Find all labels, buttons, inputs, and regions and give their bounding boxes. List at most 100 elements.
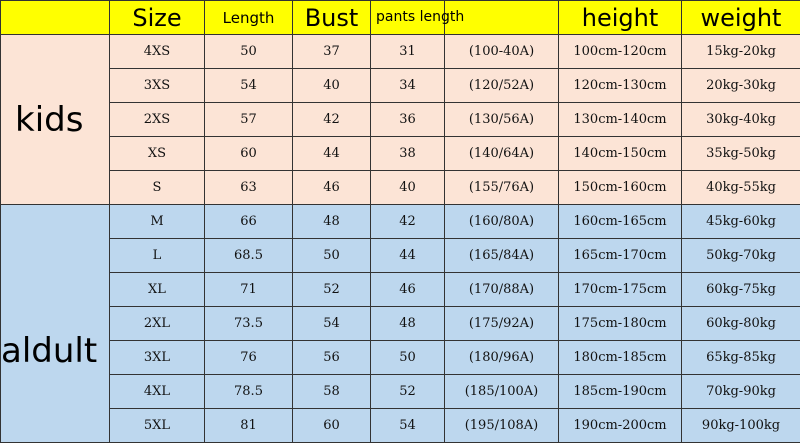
- cell-weight: 50kg-70kg: [681, 238, 800, 273]
- header-bust: Bust: [292, 0, 371, 35]
- cell-weight: 60kg-80kg: [681, 306, 800, 341]
- cell-code: (185/100A): [444, 374, 559, 409]
- table-row: L 68.5 50 44 (165/84A) 165cm-170cm 50kg-70kg: [1, 238, 800, 273]
- cell-pants: 38: [370, 136, 445, 171]
- cell-bust: 60: [292, 408, 371, 443]
- cell-length: 73.5: [204, 306, 293, 341]
- cell-pants: 34: [370, 68, 445, 103]
- cell-bust: 58: [292, 374, 371, 409]
- cell-size: 4XS: [109, 34, 205, 69]
- table-row: 5XL 81 60 54 (195/108A) 190cm-200cm 90kg-100kg: [1, 408, 800, 443]
- cell-pants: 46: [370, 272, 445, 307]
- cell-pants: 48: [370, 306, 445, 341]
- cell-length: 50: [204, 34, 293, 69]
- cell-length: 81: [204, 408, 293, 443]
- cell-code: (175/92A): [444, 306, 559, 341]
- cell-bust: 44: [292, 136, 371, 171]
- cell-size: XS: [109, 136, 205, 171]
- cell-length: 76: [204, 340, 293, 375]
- cell-code: (165/84A): [444, 238, 559, 273]
- cell-height: 120cm-130cm: [558, 68, 682, 103]
- cell-length: 54: [204, 68, 293, 103]
- cell-weight: 35kg-50kg: [681, 136, 800, 171]
- cell-pants: 31: [370, 34, 445, 69]
- cell-height: 190cm-200cm: [558, 408, 682, 443]
- cell-bust: 56: [292, 340, 371, 375]
- cell-height: 140cm-150cm: [558, 136, 682, 171]
- cell-code: (130/56A): [444, 102, 559, 137]
- cell-size: S: [109, 170, 205, 205]
- cell-length: 68.5: [204, 238, 293, 273]
- cell-bust: 48: [292, 204, 371, 239]
- cell-code: (170/88A): [444, 272, 559, 307]
- cell-length: 63: [204, 170, 293, 205]
- table-row: 3XL 76 56 50 (180/96A) 180cm-185cm 65kg-85kg: [1, 340, 800, 375]
- cell-weight: 70kg-90kg: [681, 374, 800, 409]
- header-length: Length: [204, 0, 293, 35]
- cell-weight: 65kg-85kg: [681, 340, 800, 375]
- cell-pants: 52: [370, 374, 445, 409]
- cell-size: 4XL: [109, 374, 205, 409]
- table-row: 2XL 73.5 54 48 (175/92A) 175cm-180cm 60kg-80kg: [1, 306, 800, 341]
- cell-code: (180/96A): [444, 340, 559, 375]
- cell-size: 5XL: [109, 408, 205, 443]
- cell-height: 185cm-190cm: [558, 374, 682, 409]
- cell-code: (155/76A): [444, 170, 559, 205]
- cell-code: (160/80A): [444, 204, 559, 239]
- cell-weight: 60kg-75kg: [681, 272, 800, 307]
- cell-weight: 45kg-60kg: [681, 204, 800, 239]
- cell-length: 71: [204, 272, 293, 307]
- cell-bust: 52: [292, 272, 371, 307]
- header-pants-length: pants length: [370, 0, 464, 35]
- header-height: height: [558, 0, 682, 35]
- table-row: kids 4XS 50 37 31 (100-40A) 100cm-120cm 15kg-20…: [0, 34, 800, 205]
- cell-bust: 54: [292, 306, 371, 341]
- table-row: XL 71 52 46 (170/88A) 170cm-175cm 60kg-75kg: [1, 272, 800, 307]
- cell-code: (195/108A): [444, 408, 559, 443]
- cell-length: 66: [204, 204, 293, 239]
- table-row: XS 60 44 38 (140/64A) 140cm-150cm 35kg-50kg: [1, 136, 800, 171]
- cell-size: XL: [109, 272, 205, 307]
- cell-height: 150cm-160cm: [558, 170, 682, 205]
- cell-bust: 37: [292, 34, 371, 69]
- cell-pants: 50: [370, 340, 445, 375]
- cell-code: (120/52A): [444, 68, 559, 103]
- cell-bust: 50: [292, 238, 371, 273]
- cell-pants: 54: [370, 408, 445, 443]
- group-label-kids: kids: [0, 34, 110, 205]
- cell-code: (140/64A): [444, 136, 559, 171]
- header-category: [0, 0, 110, 35]
- cell-pants: 44: [370, 238, 445, 273]
- cell-pants: 36: [370, 102, 445, 137]
- table-row: 3XS 54 40 34 (120/52A) 120cm-130cm 20kg-30kg: [1, 68, 800, 103]
- cell-bust: 40: [292, 68, 371, 103]
- cell-size: 3XL: [109, 340, 205, 375]
- cell-bust: 46: [292, 170, 371, 205]
- cell-size: 2XS: [109, 102, 205, 137]
- cell-weight: 40kg-55kg: [681, 170, 800, 205]
- cell-code: (100-40A): [444, 34, 559, 69]
- cell-size: M: [109, 204, 205, 239]
- cell-height: 160cm-165cm: [558, 204, 682, 239]
- table-row: 2XS 57 42 36 (130/56A) 130cm-140cm 30kg-40kg: [1, 102, 800, 137]
- cell-size: L: [109, 238, 205, 273]
- cell-weight: 15kg-20kg: [681, 34, 800, 69]
- cell-size: 2XL: [109, 306, 205, 341]
- header-weight: weight: [681, 0, 800, 35]
- header-pants-length-text: pants length: [376, 9, 465, 25]
- cell-pants: 40: [370, 170, 445, 205]
- table-row: S 63 46 40 (155/76A) 150cm-160cm 40kg-55kg: [1, 170, 800, 205]
- header-code: [444, 0, 559, 35]
- cell-size: 3XS: [109, 68, 205, 103]
- cell-height: 175cm-180cm: [558, 306, 682, 341]
- cell-bust: 42: [292, 102, 371, 137]
- header-row: Size Length Bust pants length height wei…: [0, 0, 800, 35]
- table-row: aldult M 66 48 42 (160/80A) 160cm-165cm 45kg-60…: [0, 204, 800, 443]
- cell-height: 180cm-185cm: [558, 340, 682, 375]
- cell-length: 78.5: [204, 374, 293, 409]
- cell-height: 170cm-175cm: [558, 272, 682, 307]
- header-size: Size: [109, 0, 205, 35]
- cell-height: 130cm-140cm: [558, 102, 682, 137]
- group-label-adult: aldult: [0, 204, 110, 443]
